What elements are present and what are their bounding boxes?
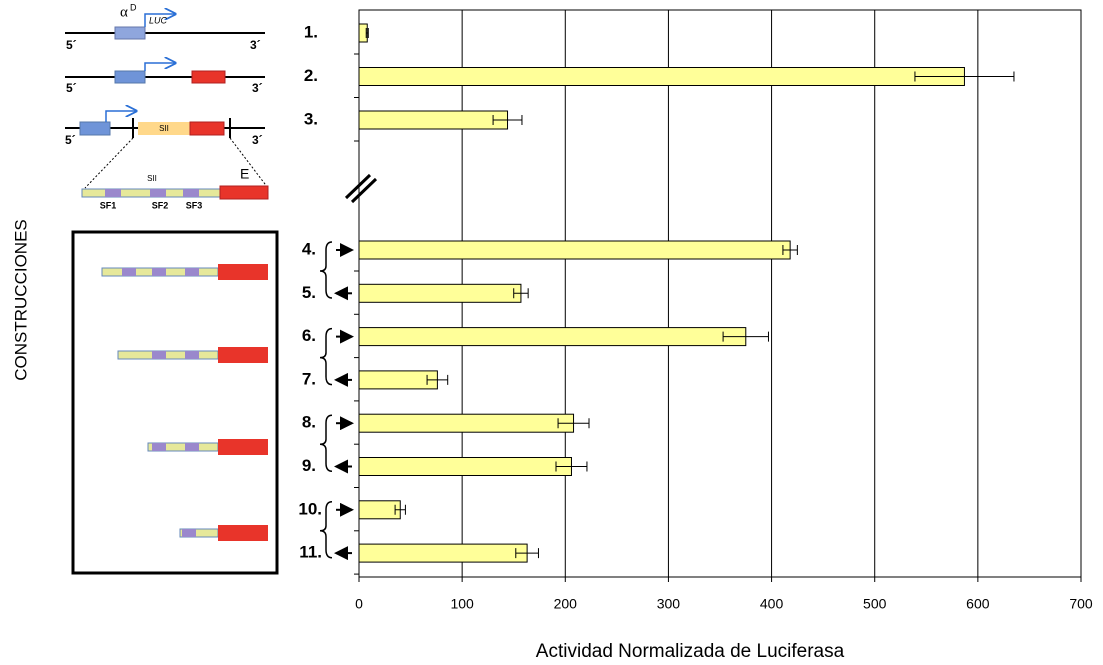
category-label: 11. <box>299 543 322 562</box>
bar <box>359 111 508 129</box>
sii-label: SII <box>147 174 157 183</box>
end-label: 5´ <box>66 38 77 52</box>
bar <box>359 544 527 562</box>
category-label: 4. <box>302 239 316 258</box>
sii-label: SII <box>159 124 169 133</box>
category-label: 6. <box>302 326 316 345</box>
sf-label: SF1 <box>100 200 117 210</box>
x-tick-label: 300 <box>657 596 681 612</box>
end-label: 3´ <box>250 38 261 52</box>
x-axis-label: Actividad Normalizada de Luciferasa <box>536 641 845 662</box>
bar <box>359 458 571 476</box>
x-tick-label: 500 <box>863 596 887 612</box>
bar <box>359 328 746 346</box>
end-label: 3´ <box>252 81 263 95</box>
x-tick-label: 100 <box>450 596 474 612</box>
alpha-sup: D <box>130 2 137 12</box>
category-label: 9. <box>302 456 316 475</box>
e-label: E <box>240 166 249 182</box>
end-label: 5´ <box>66 81 77 95</box>
diagram: α D LUC 5´ 3´ 5´ 3´ SII 5´ 3´ SII E SF1 … <box>65 2 277 573</box>
category-label: 1. <box>304 22 318 41</box>
x-tick-label: 700 <box>1069 596 1093 612</box>
x-tick-label: 0 <box>355 596 363 612</box>
bar <box>359 68 964 86</box>
category-label: 2. <box>304 66 318 85</box>
alpha: α <box>120 4 128 20</box>
category-label: 3. <box>304 109 318 128</box>
end-label: 3´ <box>252 133 263 147</box>
category-label: 7. <box>302 369 316 388</box>
bar <box>359 414 574 432</box>
brace <box>320 242 332 298</box>
sf-label: SF2 <box>152 200 169 210</box>
bar <box>359 284 521 302</box>
category-label: 8. <box>302 413 316 432</box>
luc: LUC <box>149 15 168 25</box>
category-label: 5. <box>302 283 316 302</box>
sf-label: SF3 <box>186 200 203 210</box>
end-label: 5´ <box>65 133 76 147</box>
bar <box>359 241 790 259</box>
brace <box>320 415 332 471</box>
category-label: 10. <box>298 499 322 518</box>
axis-break <box>346 175 376 202</box>
construct <box>102 264 268 541</box>
bar <box>359 371 437 389</box>
x-tick-label: 600 <box>966 596 990 612</box>
bar <box>359 501 400 519</box>
brace <box>320 329 332 385</box>
y-axis-label: CONSTRUCCIONES <box>11 219 30 381</box>
x-tick-label: 400 <box>760 596 784 612</box>
figure: α D LUC 5´ 3´ 5´ 3´ SII 5´ 3´ SII E SF1 … <box>0 0 1103 665</box>
x-tick-label: 200 <box>554 596 578 612</box>
